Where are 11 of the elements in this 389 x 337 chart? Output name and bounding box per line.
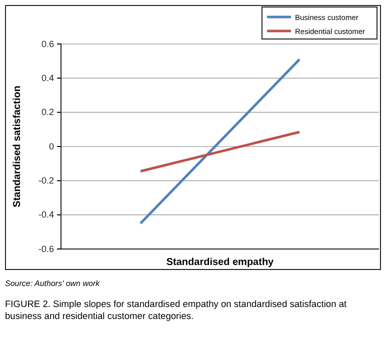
y-tick-label: -0.4: [38, 210, 54, 220]
y-axis-title: Standardised satisfaction: [12, 86, 23, 208]
x-axis-title: Standardised empathy: [166, 257, 274, 268]
y-tick-label: 0: [48, 141, 54, 152]
y-tick-label: -0.2: [38, 176, 54, 186]
y-tick-label: -0.6: [38, 244, 54, 254]
y-tick-label: 0.6: [41, 38, 54, 49]
caption: FIGURE 2. Simple slopes for standardised empathy on standardised satisfaction at business and residential customer categories.: [5, 299, 347, 321]
source-note: Source: Authors' own work: [5, 279, 101, 288]
y-tick-label: 0.4: [41, 73, 54, 84]
y-tick-label: 0.2: [41, 107, 54, 118]
